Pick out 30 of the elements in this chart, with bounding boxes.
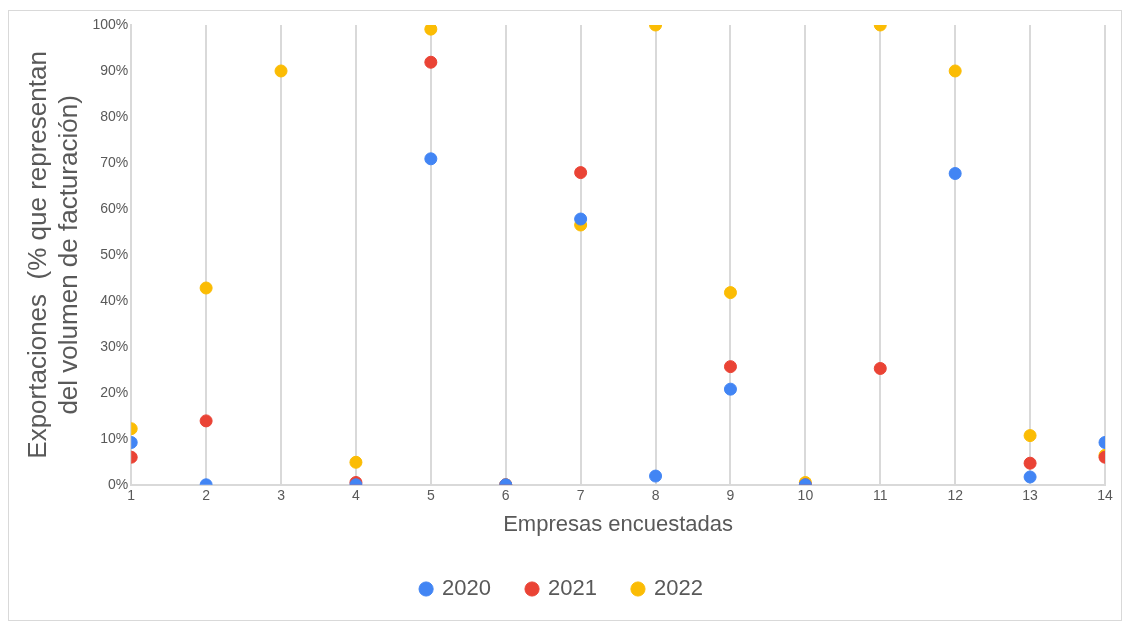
- x-tick-label: 14: [1097, 487, 1113, 504]
- x-tick-label: 13: [1022, 487, 1039, 504]
- legend-label: 2021: [548, 575, 597, 601]
- y-tick-label: 60%: [100, 199, 129, 216]
- legend-label: 2022: [653, 575, 703, 601]
- x-tick-label: 12: [947, 487, 964, 504]
- y-tick-label: 10%: [100, 429, 129, 446]
- x-tick-label: 4: [352, 487, 361, 504]
- y-tick-label: 30%: [100, 337, 129, 354]
- y-tick-label: 90%: [100, 61, 129, 78]
- x-tick-label: 6: [501, 487, 510, 504]
- x-tick-label: 1: [127, 487, 136, 504]
- y-tick-label: 20%: [100, 383, 129, 400]
- x-axis-title: Empresas encuestadas: [503, 510, 734, 536]
- x-tick-label: 5: [426, 487, 435, 504]
- legend-label: 2020: [442, 575, 492, 601]
- y-tick-label: 100%: [92, 15, 129, 32]
- y-tick-label: 40%: [100, 291, 129, 308]
- x-tick-label: 9: [726, 487, 735, 504]
- x-tick-label: 8: [651, 487, 660, 504]
- x-tick-label: 2: [202, 487, 211, 504]
- y-tick-label: 50%: [100, 245, 129, 262]
- x-tick-label: 3: [277, 487, 286, 504]
- x-tick-label: 7: [576, 487, 585, 504]
- y-tick-label: 70%: [100, 153, 129, 170]
- y-axis-title: Exportaciones (% que representan del volumen de facturación): [21, 51, 83, 459]
- x-tick-label: 11: [873, 487, 888, 504]
- x-tick-label: 10: [797, 487, 814, 504]
- y-tick-label: 80%: [100, 107, 129, 124]
- y-tick-label: 0%: [107, 475, 129, 492]
